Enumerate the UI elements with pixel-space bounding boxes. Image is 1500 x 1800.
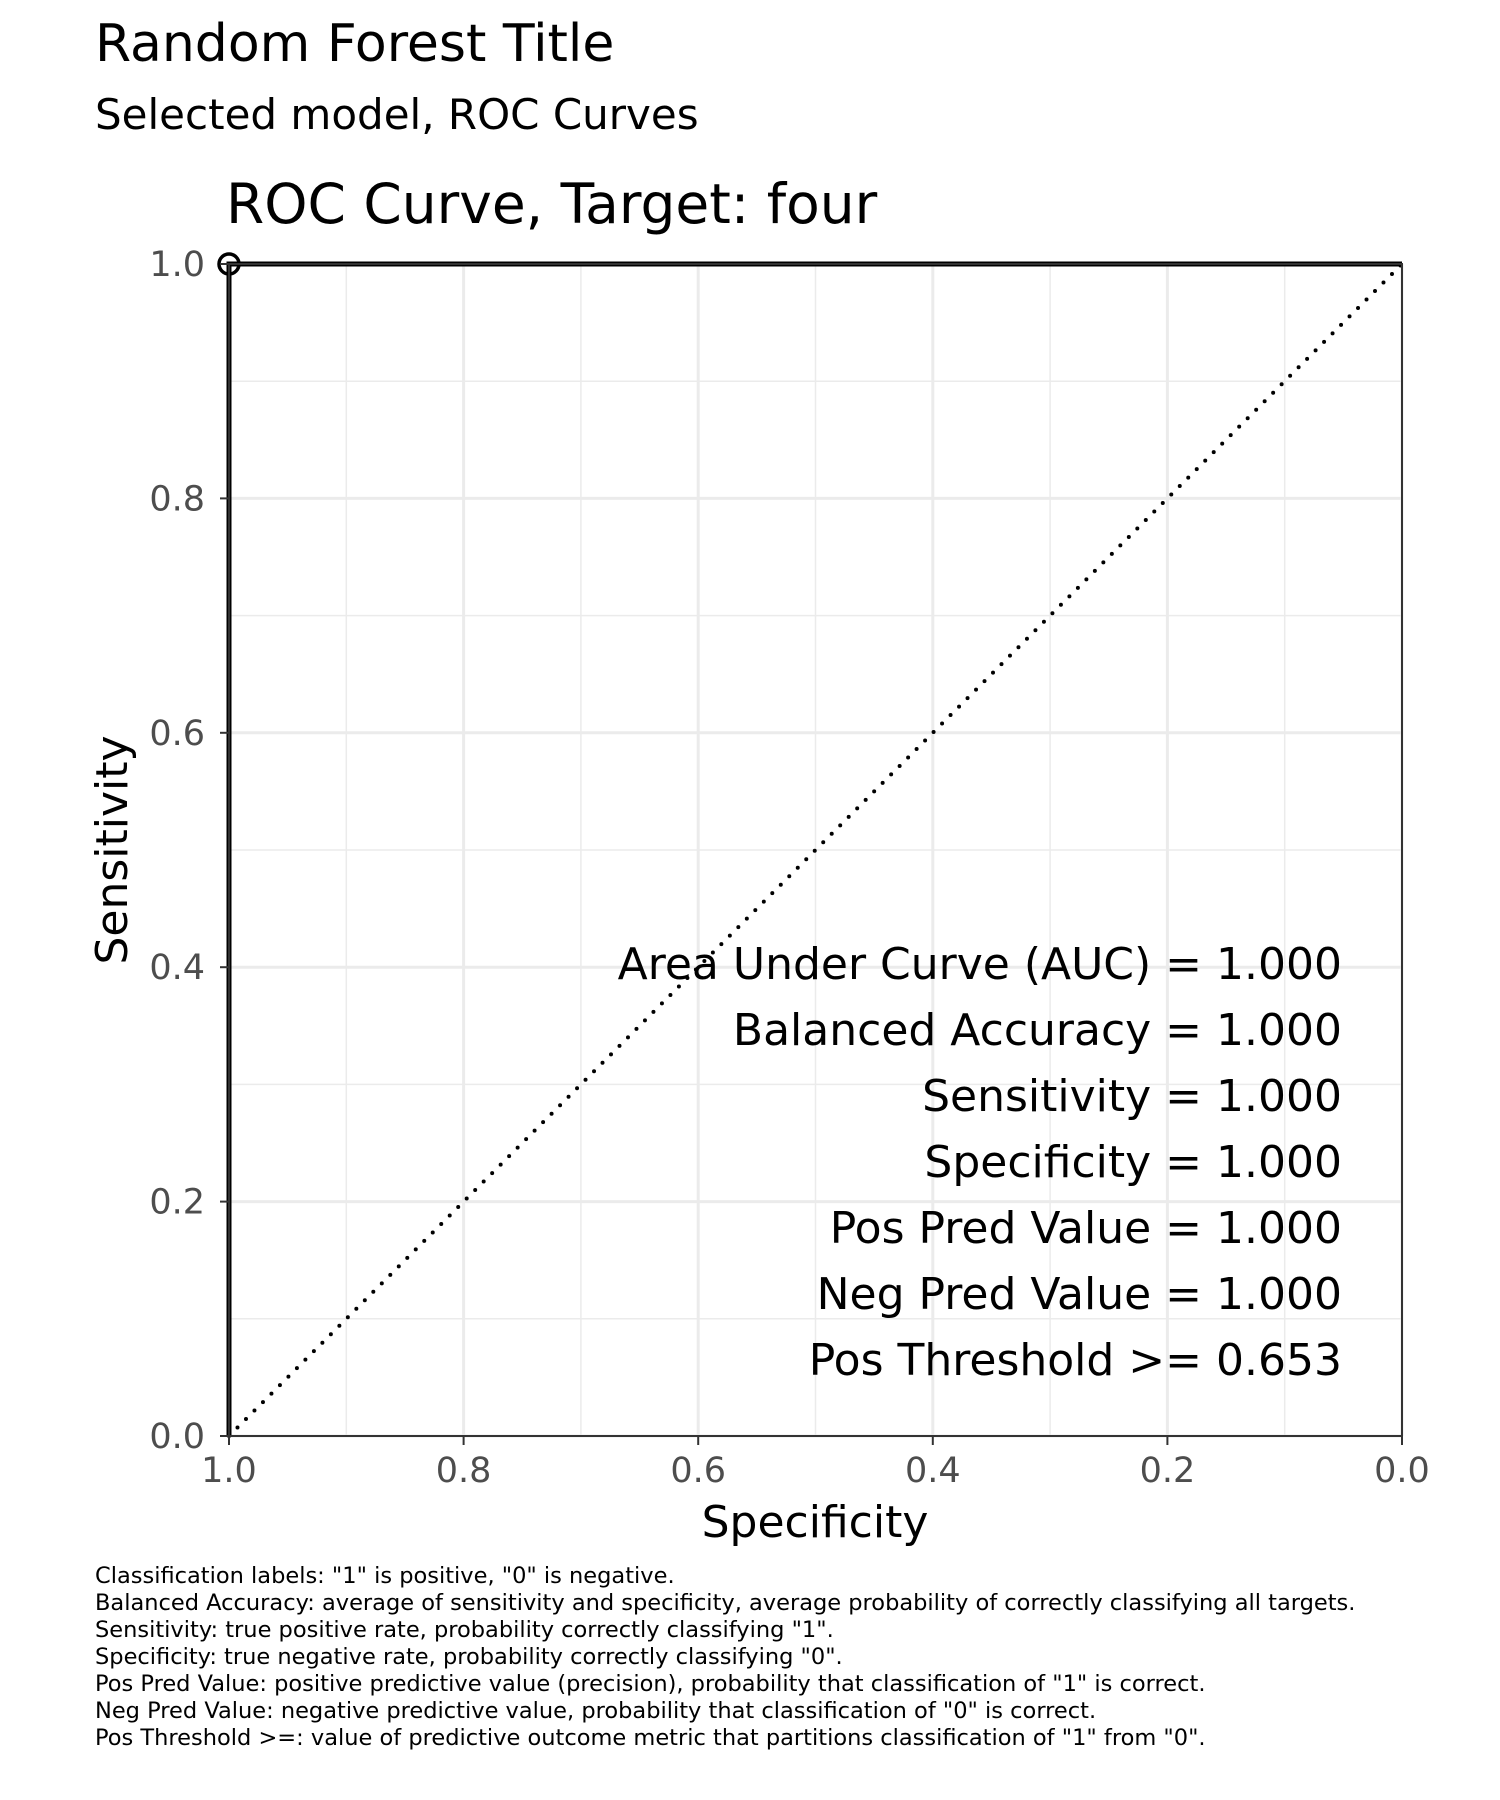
x-tick-label: 0.2 (1140, 1451, 1196, 1491)
footnote-line: Neg Pred Value: negative predictive valu… (95, 1698, 1097, 1724)
y-tick-label: 0.6 (149, 714, 205, 754)
x-tick-label: 0.8 (436, 1451, 492, 1491)
y-tick-label: 0.2 (149, 1183, 205, 1223)
metric-annotation: Pos Threshold >= 0.653 (809, 1335, 1342, 1386)
x-tick-label: 1.0 (201, 1451, 257, 1491)
chart-title: ROC Curve, Target: four (226, 172, 878, 236)
axis-layer: 1.0 0.8 0.6 0.4 0.2 0.0 0.0 0.2 0.4 0.6 0.8 1.0 (149, 245, 1430, 1491)
metric-annotation: Neg Pred Value = 1.000 (817, 1269, 1342, 1320)
series-layer (217, 252, 1404, 1438)
page-subtitle: Selected model, ROC Curves (95, 90, 699, 139)
x-axis-label: Specificity (702, 1497, 929, 1548)
y-tick-label: 0.8 (149, 479, 205, 519)
footnote-line: Pos Pred Value: positive predictive valu… (95, 1671, 1206, 1697)
footnote-line: Specificity: true negative rate, probabi… (95, 1644, 843, 1670)
reference-diagonal-line (227, 262, 1404, 1438)
y-axis-label: Sensitivity (87, 735, 138, 964)
page-title: Random Forest Title (95, 14, 615, 74)
plot-border (228, 263, 1403, 1437)
x-tick-label: 0.0 (1374, 1451, 1430, 1491)
footnote-line: Pos Threshold >=: value of predictive ou… (95, 1725, 1206, 1751)
y-tick-label: 0.4 (149, 948, 205, 988)
footnote-line: Sensitivity: true positive rate, probabi… (95, 1617, 834, 1643)
metric-annotation: Pos Pred Value = 1.000 (830, 1203, 1342, 1254)
footnotes: Classification labels: "1" is positive, … (95, 1563, 1355, 1752)
x-tick-label: 0.4 (905, 1451, 961, 1491)
roc-chart: ROC Curve, Target: four Area Under Curve… (87, 172, 1430, 1548)
annotation-layer: Area Under Curve (AUC) = 1.000 Balanced A… (618, 939, 1342, 1386)
y-tick-label: 1.0 (149, 245, 205, 285)
footnote-line: Balanced Accuracy: average of sensitivit… (95, 1590, 1356, 1616)
x-tick-label: 0.6 (670, 1451, 726, 1491)
metric-annotation: Balanced Accuracy = 1.000 (733, 1005, 1342, 1056)
y-tick-label: 0.0 (149, 1417, 205, 1457)
metric-annotation: Specificity = 1.000 (924, 1137, 1342, 1188)
metric-annotation: Sensitivity = 1.000 (922, 1071, 1342, 1122)
footnote-line: Classification labels: "1" is positive, … (95, 1563, 675, 1589)
metric-annotation: Area Under Curve (AUC) = 1.000 (618, 939, 1342, 990)
